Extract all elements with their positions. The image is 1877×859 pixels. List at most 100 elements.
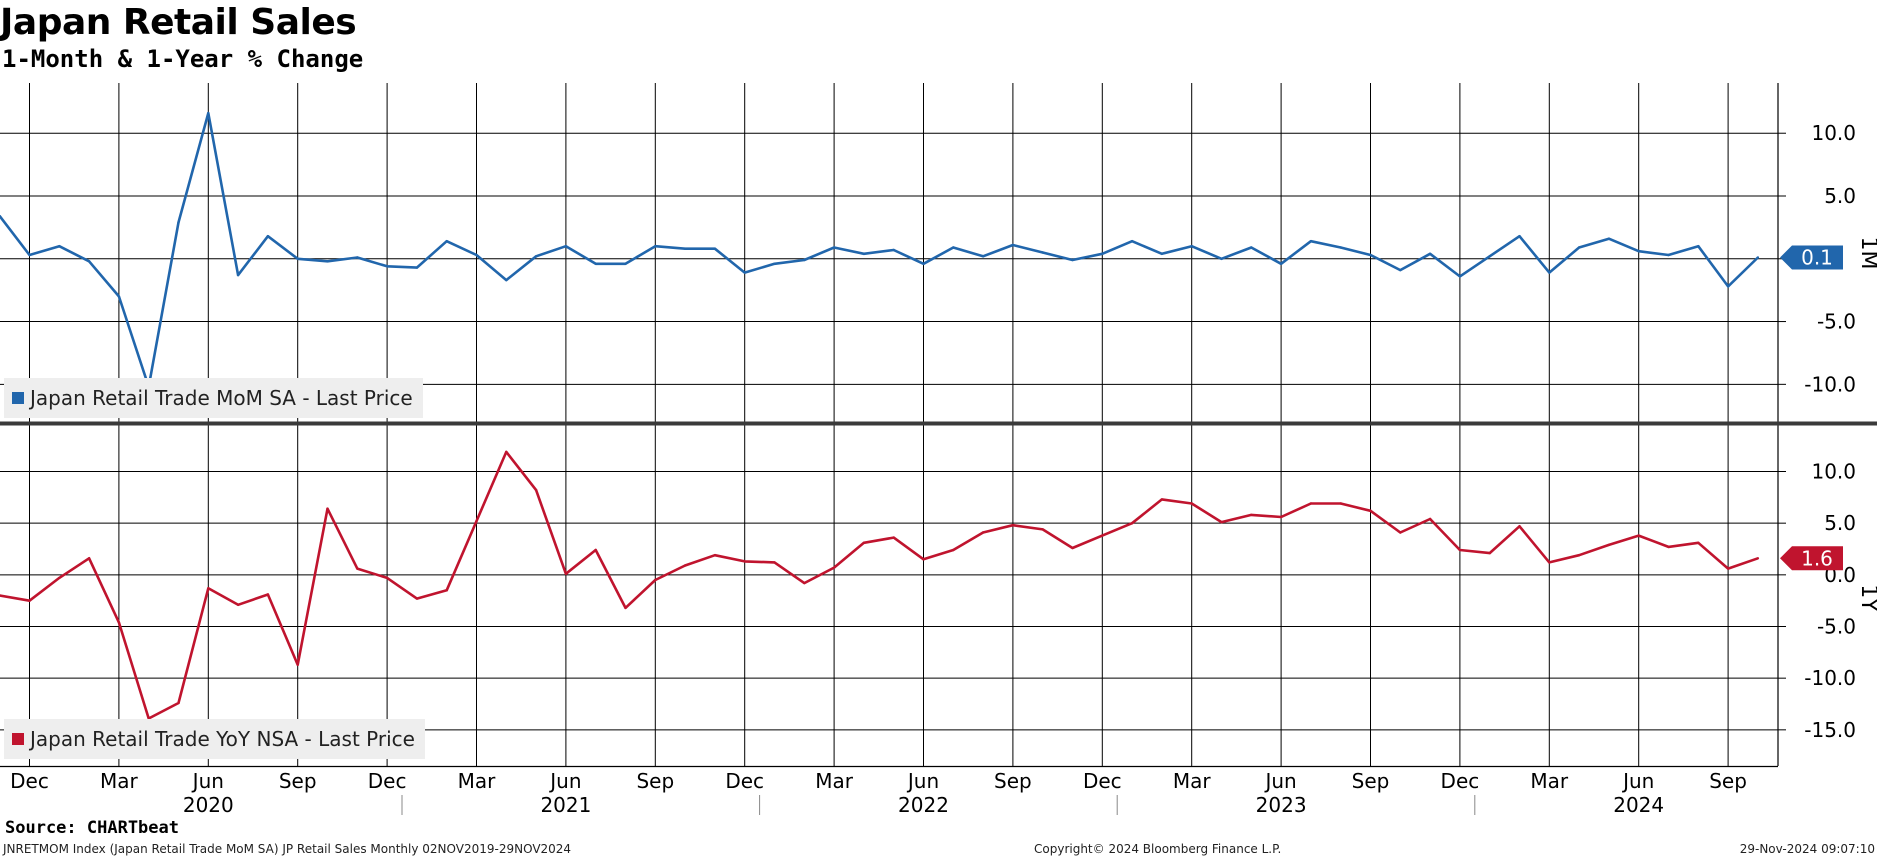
legend-yoy-label: Japan Retail Trade YoY NSA - Last Price [30,727,415,751]
data-point-yoy-28 [832,566,836,569]
xtick-label-7: Sep [636,769,674,793]
series-line-mom [0,111,1759,389]
data-point-yoy-2 [58,576,61,580]
panel-label-bottom: 1Y [1856,584,1877,612]
data-point-mom-37 [1101,252,1104,255]
xtick-label-4: Dec [368,769,407,793]
data-point-mom-17 [505,278,508,282]
data-point-mom-53 [1577,246,1581,249]
data-point-yoy-48 [1428,517,1432,521]
ytick-label-bottom-3: -5.0 [1817,615,1856,639]
data-point-yoy-45 [1339,502,1342,505]
xtick-label-14: Jun [1263,769,1296,793]
data-point-yoy-40 [1190,502,1193,505]
data-point-yoy-20 [594,548,597,552]
data-point-mom-3 [87,260,91,263]
data-point-mom-6 [177,221,180,224]
legend-mom-label: Japan Retail Trade MoM SA - Last Price [30,386,413,410]
data-point-mom-38 [1130,240,1134,243]
xtick-label-11: Sep [994,769,1032,793]
xtick-label-17: Mar [1530,769,1569,793]
data-point-yoy-41 [1220,520,1223,524]
data-point-yoy-25 [743,560,746,563]
data-point-yoy-9 [266,593,270,596]
year-label-0: 2020 [183,793,234,817]
data-point-mom-55 [1637,250,1640,253]
data-point-mom-43 [1279,262,1283,265]
data-point-mom-35 [1041,251,1044,254]
data-point-mom-23 [683,247,687,250]
data-point-yoy-11 [326,507,329,510]
data-point-mom-18 [534,255,538,258]
data-point-mom-54 [1607,237,1611,240]
data-point-yoy-43 [1279,515,1283,519]
data-point-yoy-4 [117,621,121,624]
xtick-label-10: Jun [906,769,939,793]
xtick-label-12: Dec [1083,769,1122,793]
data-point-yoy-31 [922,558,925,561]
data-point-yoy-37 [1101,534,1104,537]
data-point-mom-56 [1667,253,1670,257]
data-point-yoy-56 [1667,545,1670,549]
data-point-mom-32 [952,246,955,249]
data-point-yoy-18 [534,488,538,492]
footnote: JNRETMOM Index (Japan Retail Trade MoM S… [3,842,572,856]
data-point-yoy-6 [177,701,180,705]
data-point-mom-34 [1011,243,1015,247]
data-point-mom-13 [385,265,389,268]
last-value-flag-yoy [1780,546,1843,571]
data-point-mom-36 [1071,258,1074,262]
data-point-yoy-53 [1577,554,1581,557]
xtick-label-5: Mar [458,769,497,793]
data-point-mom-49 [1458,275,1462,278]
data-point-yoy-42 [1250,513,1253,517]
xtick-label-8: Dec [725,769,764,793]
data-point-yoy-50 [1488,551,1491,555]
data-point-mom-2 [58,245,61,248]
data-point-yoy-35 [1041,528,1044,531]
data-point-mom-41 [1220,257,1223,260]
timestamp: 29-Nov-2024 09:07:10 [1739,842,1875,856]
data-point-mom-57 [1697,245,1700,248]
data-point-mom-25 [743,271,746,274]
data-point-yoy-49 [1458,548,1462,552]
xtick-label-19: Sep [1709,769,1747,793]
ytick-label-bottom-1: 5.0 [1824,511,1856,535]
last-value-label-yoy: 1.6 [1801,546,1833,570]
data-point-mom-27 [803,258,806,262]
axis-layer: 10.05.0-5.0-10.00.1 1M10.05.00.0-5.0-10.0… [0,83,1877,817]
xtick-label-3: Sep [279,769,317,793]
data-point-yoy-24 [713,554,717,557]
data-point-mom-12 [356,256,359,259]
xtick-label-2: Jun [191,769,224,793]
data-point-mom-19 [564,245,568,248]
copyright: Copyright© 2024 Bloomberg Finance L.P. [1034,842,1282,856]
data-point-yoy-1 [28,599,31,602]
data-point-yoy-59 [1756,557,1760,560]
data-point-mom-28 [832,246,836,249]
data-point-mom-47 [1399,268,1402,272]
legend-mom-swatch [12,392,24,404]
data-point-yoy-16 [475,519,478,523]
data-point-yoy-57 [1697,541,1700,544]
data-point-mom-22 [654,245,657,248]
year-label-4: 2024 [1613,793,1664,817]
data-point-yoy-36 [1071,546,1074,550]
data-point-mom-48 [1428,252,1432,255]
data-point-yoy-46 [1369,509,1372,512]
data-point-mom-31 [922,262,925,265]
xtick-label-16: Dec [1441,769,1480,793]
data-point-mom-11 [326,260,329,263]
xtick-label-1: Mar [100,769,139,793]
year-label-3: 2023 [1256,793,1307,817]
data-point-mom-10 [296,257,299,260]
chart-title: Japan Retail Sales [0,2,357,43]
data-point-mom-33 [981,255,985,258]
data-point-yoy-19 [564,572,568,575]
xtick-label-13: Mar [1173,769,1212,793]
series-layer [0,111,1760,720]
ytick-label-top-4: -10.0 [1804,372,1856,396]
data-point-mom-9 [266,235,270,238]
data-point-yoy-30 [892,536,895,539]
data-point-yoy-14 [415,597,419,600]
